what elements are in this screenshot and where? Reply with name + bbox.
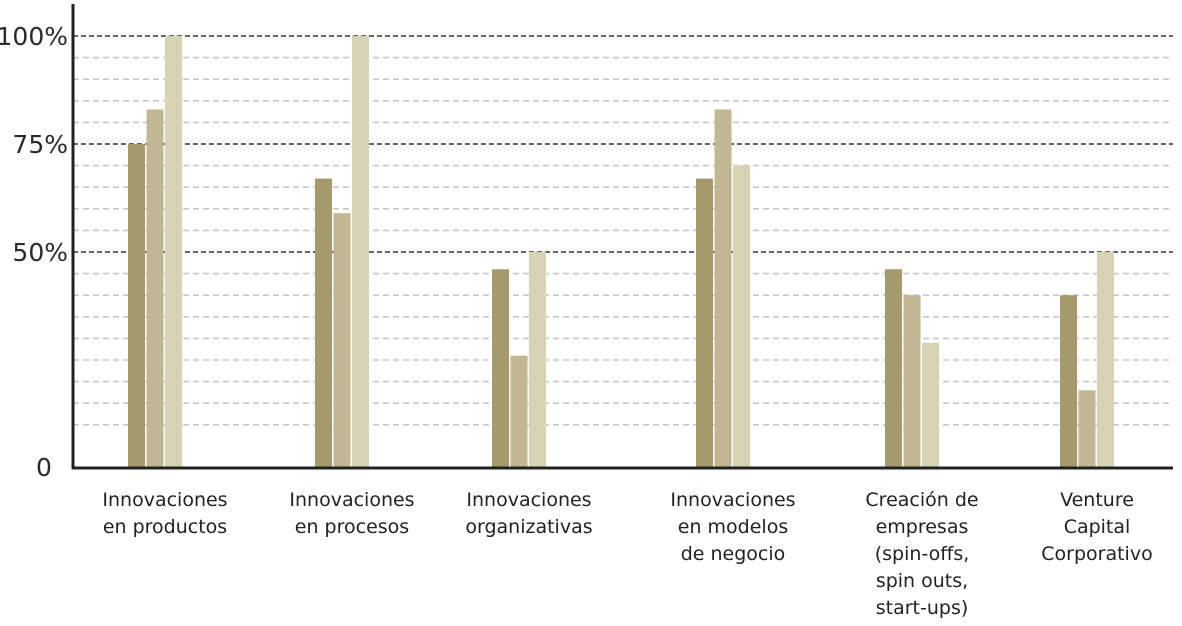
category-label-line: organizativas: [465, 516, 592, 538]
axes: [71, 4, 1173, 470]
y-tick-label: 75%: [12, 130, 68, 159]
bar-series1-cat1: [128, 144, 145, 468]
category-label-line: Corporativo: [1041, 543, 1152, 565]
y-tick-label: 100%: [0, 22, 68, 51]
bar-series2-cat2: [333, 213, 351, 468]
category-label-line: empresas: [876, 516, 969, 538]
bar-series1-cat2: [315, 178, 332, 468]
category-label-line: Innovaciones: [102, 489, 227, 511]
category-labels: Innovaciones en productos Innovaciones en p…: [102, 489, 1152, 619]
y-tick-label: 0: [36, 453, 52, 482]
category-label-line: Capital: [1064, 516, 1131, 538]
category-label-line: spin outs,: [876, 570, 968, 592]
bar-series3-cat3: [529, 252, 546, 468]
bar-series3-cat1: [165, 36, 182, 468]
category-label-line: de negocio: [681, 543, 786, 565]
bar-series2-cat4: [714, 109, 732, 468]
bar-series2-cat6: [1078, 390, 1096, 468]
bar-series2-cat1: [146, 109, 164, 468]
gridlines: [73, 35, 1173, 426]
y-tick-label: 50%: [12, 238, 68, 267]
bar-series3-cat6: [1097, 252, 1114, 468]
category-label-line: Venture: [1060, 489, 1134, 511]
category-label-line: en procesos: [295, 516, 409, 538]
category-label-line: (spin-offs,: [875, 543, 970, 565]
category-label-line: Innovaciones: [670, 489, 795, 511]
category-label: Innovaciones en modelos de negocio: [670, 489, 795, 565]
bars: [128, 36, 1114, 468]
bar-series1-cat5: [885, 269, 902, 468]
category-label: Innovaciones en procesos: [289, 489, 414, 538]
bar-series3-cat4: [733, 165, 750, 468]
bar-series1-cat6: [1060, 295, 1077, 468]
bar-series1-cat4: [696, 178, 713, 468]
bar-series3-cat5: [922, 342, 939, 468]
category-label: Innovaciones organizativas: [465, 489, 592, 538]
bar-series3-cat2: [352, 36, 369, 468]
category-label: Creación de empresas (spin-offs, spin outs,…: [865, 489, 978, 619]
category-label-line: start-ups): [876, 597, 969, 619]
category-label-line: en productos: [103, 516, 227, 538]
category-label-line: Innovaciones: [289, 489, 414, 511]
category-label: Venture Capital Corporativo: [1041, 489, 1152, 565]
category-label-line: en modelos: [678, 516, 788, 538]
category-label: Innovaciones en productos: [102, 489, 227, 538]
bar-series1-cat3: [492, 269, 509, 468]
category-label-line: Innovaciones: [466, 489, 591, 511]
bar-series2-cat5: [903, 295, 921, 468]
category-label-line: Creación de: [865, 489, 978, 511]
bar-series2-cat3: [510, 355, 528, 468]
y-tick-labels: 0 50% 75% 100%: [0, 22, 68, 482]
